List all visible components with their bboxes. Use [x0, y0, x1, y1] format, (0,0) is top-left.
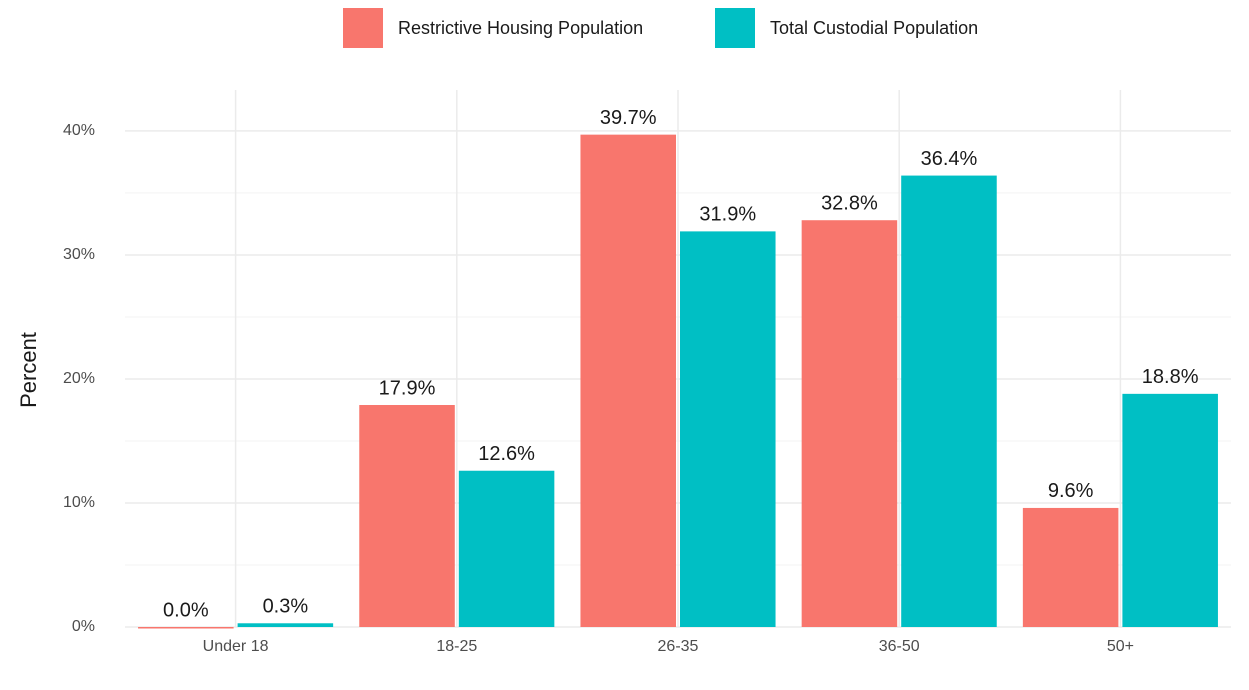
bar [237, 623, 334, 627]
value-label: 18.8% [1142, 366, 1199, 388]
x-tick-label: Under 18 [203, 638, 269, 655]
legend-label: Total Custodial Population [770, 18, 978, 38]
value-label: 12.6% [478, 443, 535, 465]
x-tick-label: 26-35 [658, 638, 699, 655]
x-tick-label: 18-25 [436, 638, 477, 655]
value-label: 39.7% [600, 107, 657, 129]
y-axis-label: Percent [16, 332, 41, 408]
y-tick-label: 0% [72, 618, 95, 635]
bar [458, 470, 555, 627]
bar [901, 175, 997, 627]
y-tick-label: 10% [63, 494, 95, 511]
bar [1022, 507, 1119, 627]
value-label: 31.9% [699, 204, 756, 226]
legend-label: Restrictive Housing Population [398, 18, 643, 38]
legend-swatch [715, 8, 755, 48]
x-tick-label: 50+ [1107, 638, 1134, 655]
value-label: 9.6% [1048, 480, 1094, 502]
y-tick-label: 40% [63, 122, 95, 139]
bar [801, 220, 898, 627]
bar [1122, 393, 1218, 627]
bar [359, 405, 455, 627]
value-label: 17.9% [379, 377, 436, 399]
y-tick-label: 30% [63, 246, 95, 263]
bar [580, 134, 676, 627]
value-label: 36.4% [921, 148, 978, 170]
x-tick-label: 36-50 [879, 638, 920, 655]
value-label: 0.0% [163, 599, 209, 621]
y-tick-label: 20% [63, 370, 95, 387]
legend-swatch [343, 8, 383, 48]
bar [680, 231, 776, 628]
bar [138, 627, 234, 629]
value-label: 32.8% [821, 193, 878, 215]
value-label: 0.3% [263, 596, 309, 618]
